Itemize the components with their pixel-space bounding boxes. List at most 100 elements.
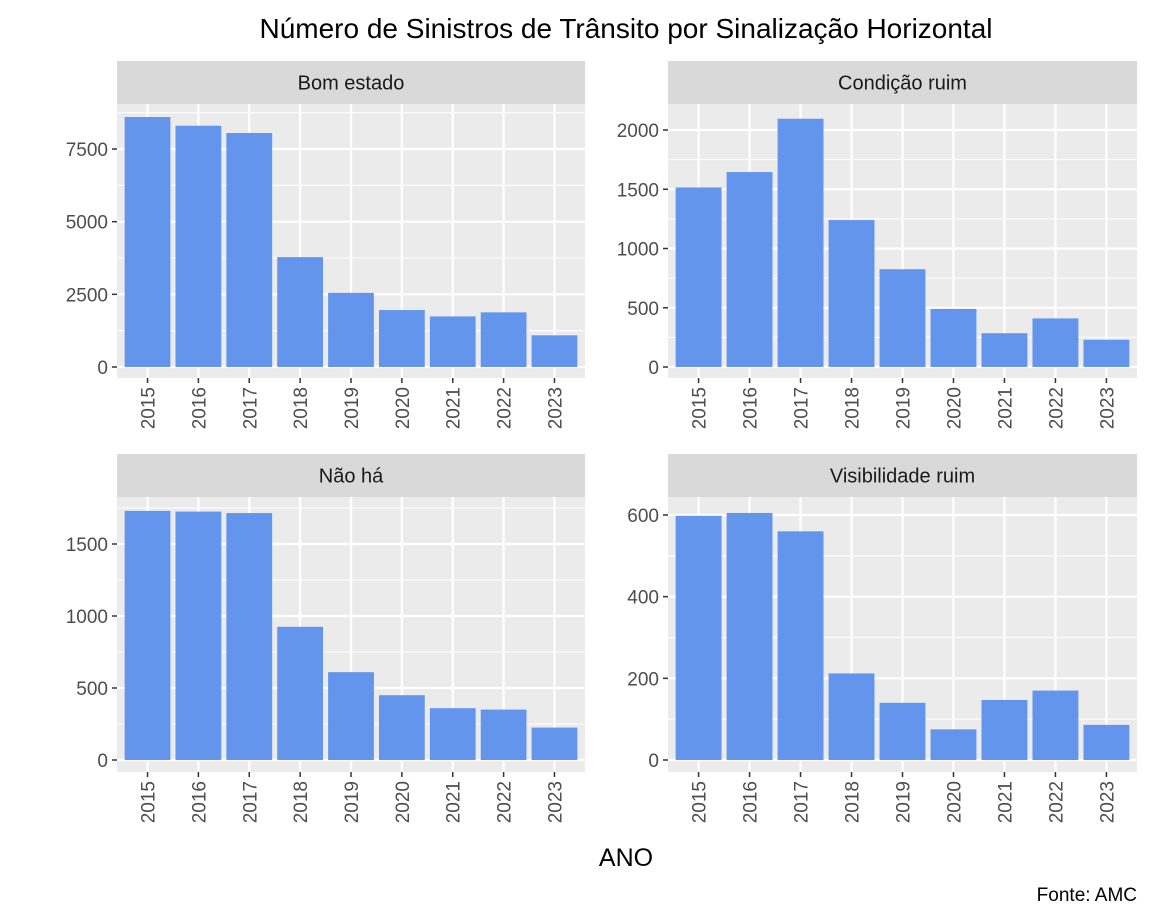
chart-title: Número de Sinistros de Trânsito por Sina…: [259, 13, 992, 44]
bar: [124, 117, 171, 367]
bar: [930, 308, 977, 367]
x-tick-label: 2017: [792, 387, 813, 429]
bar: [1083, 339, 1130, 367]
x-tick-label: 2021: [995, 781, 1016, 823]
bar: [828, 220, 875, 367]
x-tick-label: 2016: [741, 781, 762, 823]
x-tick-label: 2019: [342, 781, 363, 823]
facet-strip: [117, 61, 585, 104]
x-tick-label: 2021: [444, 387, 465, 429]
bar: [726, 172, 773, 367]
y-tick-label: 1000: [617, 240, 659, 261]
y-tick-label: 1500: [617, 180, 659, 201]
y-tick-label: 1000: [66, 607, 108, 628]
bar: [1032, 690, 1079, 760]
x-tick-label: 2017: [240, 781, 261, 823]
bar: [726, 512, 773, 760]
facet-strip-label: Condição ruim: [838, 73, 967, 95]
bar: [777, 118, 824, 368]
x-tick-label: 2019: [342, 387, 363, 429]
x-tick-label: 2016: [189, 387, 210, 429]
facet-strip: [668, 454, 1137, 497]
x-tick-label: 2017: [792, 781, 813, 823]
bar: [480, 312, 527, 367]
bar: [226, 513, 273, 760]
x-tick-label: 2015: [139, 387, 160, 429]
facet-strip: [668, 61, 1137, 104]
bar: [675, 187, 722, 367]
y-tick-label: 0: [648, 751, 659, 772]
bar: [429, 316, 476, 367]
y-tick-label: 1500: [66, 535, 108, 556]
x-tick-label: 2020: [393, 387, 414, 429]
facet-strip-label: Bom estado: [298, 73, 405, 95]
bar: [378, 310, 425, 367]
y-tick-label: 0: [97, 358, 108, 379]
x-tick-label: 2023: [545, 781, 566, 823]
bar: [429, 708, 476, 760]
x-tick-label: 2023: [1097, 387, 1118, 429]
x-tick-label: 2023: [1097, 781, 1118, 823]
facet-strip-label: Não há: [319, 466, 384, 488]
bar: [1083, 724, 1130, 760]
x-tick-label: 2020: [393, 781, 414, 823]
y-tick-label: 200: [627, 669, 659, 690]
bar: [480, 709, 527, 760]
bar: [675, 515, 722, 760]
bar: [981, 699, 1028, 760]
bar: [328, 672, 374, 760]
x-tick-label: 2018: [843, 781, 864, 823]
facet-panel: Condição ruim 0 500 1000 1500 2000 2015 2016 201…: [617, 61, 1137, 429]
bar: [226, 133, 273, 367]
x-tick-label: 2021: [995, 387, 1016, 429]
x-tick-label: 2022: [495, 387, 516, 429]
x-tick-label: 2022: [495, 781, 516, 823]
y-tick-label: 600: [627, 506, 659, 527]
x-tick-label: 2017: [240, 387, 261, 429]
x-tick-label: 2015: [139, 781, 160, 823]
y-tick-label: 0: [648, 358, 659, 379]
x-tick-label: 2018: [291, 781, 312, 823]
x-axis-title: ANO: [599, 844, 653, 872]
bar: [531, 727, 578, 760]
x-tick-label: 2018: [291, 387, 312, 429]
facet-strip-label: Visibilidade ruim: [830, 466, 975, 488]
bar: [175, 125, 222, 367]
bar: [828, 673, 875, 760]
bar: [777, 531, 824, 760]
y-tick-label: 0: [97, 751, 108, 772]
facet-panel: Bom estado 0 2500 5000 7500 2015 2016 2017 2018 2…: [66, 61, 585, 429]
y-tick-label: 2500: [66, 285, 108, 306]
bar: [531, 335, 578, 367]
facet-strip: [117, 454, 585, 497]
facet-panel: Visibilidade ruim 0 200 400 600 2015 2016 2017 2…: [627, 454, 1137, 823]
x-tick-label: 2019: [894, 781, 915, 823]
x-tick-label: 2020: [944, 781, 965, 823]
x-tick-label: 2015: [690, 781, 711, 823]
x-tick-label: 2016: [189, 781, 210, 823]
bar: [378, 695, 425, 760]
bar: [1032, 318, 1079, 367]
y-tick-label: 7500: [66, 140, 108, 161]
x-tick-label: 2015: [690, 387, 711, 429]
x-tick-label: 2020: [944, 387, 965, 429]
bar: [328, 292, 374, 367]
bar: [879, 269, 926, 367]
bar: [277, 626, 324, 760]
bar: [124, 510, 171, 760]
x-tick-label: 2021: [444, 781, 465, 823]
facet-panel: Não há 0 500 1000 1500 2015 2016 2017 2018 2019 20…: [66, 454, 585, 823]
y-tick-label: 400: [627, 588, 659, 609]
bar: [930, 729, 977, 760]
bar: [277, 257, 324, 367]
y-tick-label: 2000: [617, 121, 659, 142]
bar: [981, 333, 1028, 367]
x-tick-label: 2019: [894, 387, 915, 429]
y-tick-label: 500: [76, 679, 108, 700]
y-tick-label: 5000: [66, 213, 108, 234]
chart-caption: Fonte: AMC: [1037, 885, 1137, 906]
x-tick-label: 2016: [741, 387, 762, 429]
bar: [879, 702, 926, 760]
